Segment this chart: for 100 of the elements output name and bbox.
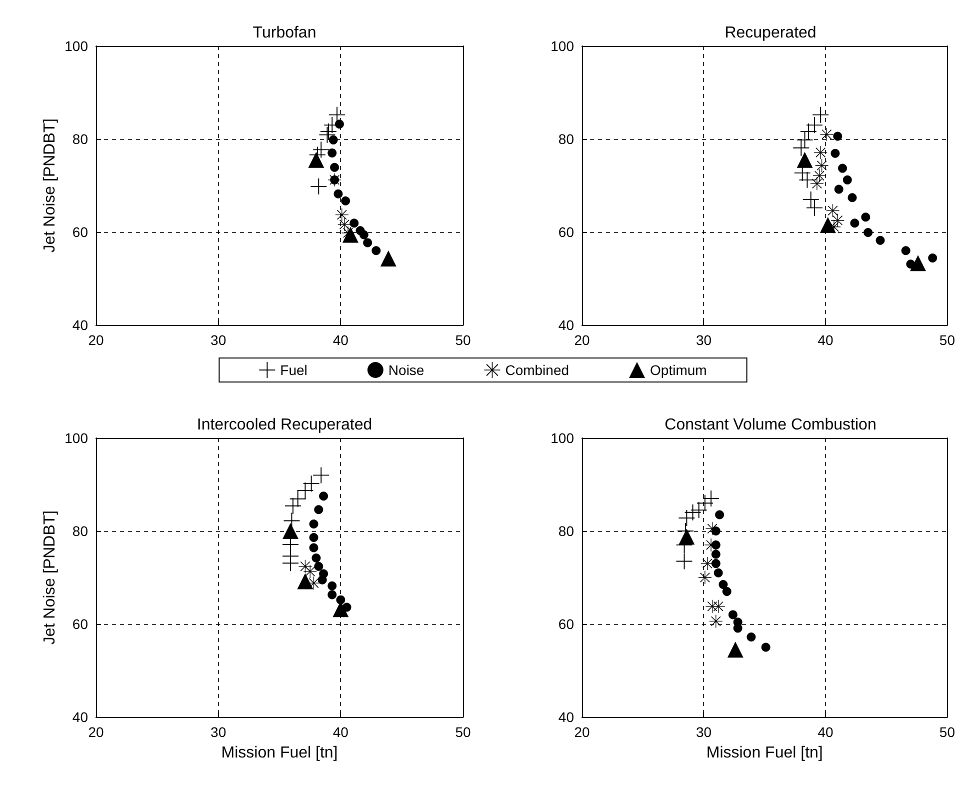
point (802, 191, 819, 208)
chart-title: Recuperated (724, 24, 816, 42)
point (793, 140, 810, 156)
point (309, 520, 318, 529)
point (876, 236, 885, 245)
point (796, 132, 813, 148)
x-tick-label: 20 (88, 724, 104, 740)
point (796, 152, 813, 168)
point (310, 178, 327, 194)
point (712, 600, 725, 613)
y-tick-label: 100 (64, 38, 88, 54)
point (336, 595, 346, 604)
y-tick-label: 100 (550, 430, 574, 446)
x-tick-label: 40 (818, 724, 834, 740)
point (727, 642, 744, 658)
point (928, 254, 938, 263)
x-tick-label: 50 (939, 332, 956, 348)
point (678, 528, 695, 545)
y-tick-label: 40 (558, 317, 574, 333)
point (684, 504, 701, 520)
point (711, 559, 720, 568)
point (799, 172, 816, 188)
point (314, 562, 324, 571)
y-tick-label: 80 (558, 523, 574, 539)
point (834, 184, 844, 194)
y-tick-label: 60 (558, 616, 574, 632)
point (328, 581, 337, 590)
point (800, 124, 816, 140)
point (334, 189, 343, 198)
point (715, 510, 724, 520)
x-tick-label: 30 (696, 724, 712, 740)
y-tick-label: 80 (72, 131, 88, 147)
x-tick-label: 50 (939, 724, 956, 740)
y-axis-title: Jet Noise [PNDBT] (42, 118, 58, 253)
point (372, 246, 381, 256)
point (704, 538, 718, 552)
legend-label: Optimum (650, 362, 707, 378)
point (820, 217, 836, 234)
point (304, 564, 317, 578)
point (842, 175, 852, 184)
y-tick-label: 40 (72, 317, 88, 333)
y-tick-label: 80 (558, 131, 574, 147)
point (363, 238, 372, 248)
point (313, 142, 330, 158)
point (810, 177, 824, 190)
point (833, 132, 842, 141)
point (318, 575, 327, 584)
point (330, 162, 340, 172)
legend-label: Combined (505, 362, 570, 378)
point (319, 492, 328, 501)
point (746, 632, 756, 642)
point (359, 230, 368, 240)
y-tick-label: 40 (72, 709, 88, 725)
point (910, 255, 926, 272)
point (703, 490, 720, 506)
point (830, 148, 840, 158)
point (334, 120, 344, 129)
point (350, 218, 359, 228)
y-tick-label: 80 (72, 523, 88, 539)
x-tick-label: 30 (210, 724, 226, 740)
point (313, 467, 330, 484)
y-axis-title: Jet Noise [PNDBT] (42, 510, 58, 645)
point (290, 490, 306, 507)
point (328, 148, 337, 158)
point (282, 555, 299, 572)
point (328, 590, 337, 600)
x-axis-title: Mission Fuel [tn] (221, 744, 338, 762)
y-tick-label: 100 (550, 38, 574, 54)
point (698, 571, 712, 584)
x-tick-label: 50 (455, 724, 471, 740)
point (696, 495, 713, 512)
chart-title: Constant Volume Combustion (664, 416, 876, 434)
y-tick-label: 100 (64, 430, 88, 446)
point (341, 196, 350, 206)
point (820, 128, 834, 141)
point (722, 586, 732, 596)
x-tick-label: 30 (696, 332, 712, 348)
x-tick-label: 20 (574, 724, 590, 740)
point (864, 228, 873, 237)
y-tick-label: 60 (72, 224, 88, 240)
point (297, 573, 314, 590)
point (815, 159, 828, 172)
point (338, 218, 351, 232)
point (309, 533, 318, 542)
point (706, 522, 719, 536)
x-tick-label: 40 (818, 332, 834, 348)
point (806, 117, 823, 134)
point (761, 642, 770, 652)
point (718, 580, 728, 589)
x-tick-label: 30 (210, 332, 226, 348)
legend-label: Noise (388, 362, 424, 378)
point (309, 543, 318, 552)
point (838, 164, 848, 173)
point (342, 226, 358, 243)
point (328, 106, 345, 123)
y-tick-label: 40 (558, 709, 574, 725)
x-tick-label: 20 (574, 332, 590, 348)
point (312, 553, 321, 562)
chart-title: Turbofan (252, 24, 316, 42)
point (284, 498, 301, 514)
